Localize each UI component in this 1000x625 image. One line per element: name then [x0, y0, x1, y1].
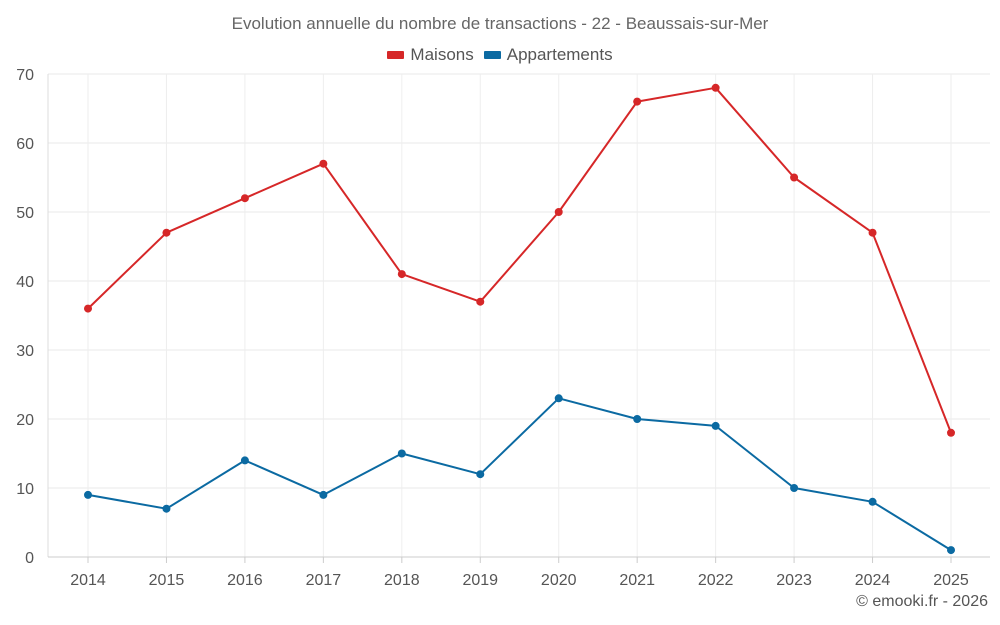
- data-point-maisons-2022[interactable]: [711, 83, 720, 92]
- x-tick-label: 2014: [70, 572, 106, 589]
- x-tick-label: 2022: [698, 572, 734, 589]
- data-point-maisons-2024[interactable]: [868, 228, 877, 237]
- data-point-appartements-2025[interactable]: [947, 546, 955, 555]
- series-line-maisons: [87, 86, 952, 434]
- legend-label-maisons: Maisons: [410, 45, 474, 64]
- data-point-maisons-2018[interactable]: [397, 270, 406, 279]
- data-point-appartements-2020[interactable]: [554, 394, 563, 403]
- data-point-maisons-2020[interactable]: [554, 208, 563, 216]
- tick-labels: 0 10 20 30 40 50 60 70 2014 2015 2016 2017 2018 2019 2…: [16, 67, 969, 589]
- legend-swatch-maisons: [387, 51, 405, 59]
- y-tick-label: 10: [16, 481, 34, 498]
- y-tick-label: 60: [16, 136, 34, 153]
- data-point-appartements-2014[interactable]: [84, 490, 92, 499]
- data-point-appartements-2017[interactable]: [319, 490, 328, 499]
- data-point-maisons-2023[interactable]: [790, 173, 799, 182]
- chart-title: Evolution annuelle du nombre de transact…: [231, 14, 769, 33]
- grid-lines: [48, 73, 990, 557]
- data-point-appartements-2016[interactable]: [240, 456, 249, 465]
- x-tick-label: 2024: [855, 572, 891, 589]
- data-point-appartements-2015[interactable]: [162, 504, 171, 513]
- data-point-maisons-2017[interactable]: [319, 159, 328, 168]
- x-tick-label: 2023: [776, 572, 812, 589]
- x-tick-label: 2019: [462, 572, 498, 589]
- legend-item-appartements[interactable]: Appartements: [483, 45, 613, 65]
- x-tick-label: 2015: [149, 572, 185, 589]
- x-tick-label: 2021: [619, 572, 655, 589]
- legend-item-maisons[interactable]: Maisons: [387, 45, 474, 65]
- y-tick-label: 0: [25, 550, 34, 567]
- x-tick-label: 2025: [933, 572, 969, 589]
- y-tick-label: 40: [16, 274, 34, 291]
- data-point-maisons-2014[interactable]: [84, 304, 92, 313]
- data-point-appartements-2018[interactable]: [397, 449, 406, 458]
- x-tick-label: 2016: [227, 572, 263, 589]
- data-point-appartements-2019[interactable]: [476, 470, 485, 479]
- data-point-maisons-2016[interactable]: [240, 194, 249, 203]
- x-tick-label: 2020: [541, 572, 577, 589]
- y-tick-label: 20: [16, 412, 34, 429]
- legend-label-appartements: Appartements: [506, 45, 613, 64]
- axes: [47, 74, 990, 563]
- data-point-maisons-2021[interactable]: [633, 97, 642, 106]
- data-point-appartements-2022[interactable]: [711, 421, 720, 430]
- chart-legend: Maisons Appartements: [0, 45, 1000, 65]
- credit-text: © emooki.fr - 2026: [856, 593, 988, 610]
- data-point-appartements-2021[interactable]: [633, 415, 642, 423]
- data-point-appartements-2024[interactable]: [868, 497, 877, 506]
- y-tick-label: 30: [16, 343, 34, 360]
- y-tick-label: 50: [16, 205, 34, 222]
- data-point-appartements-2023[interactable]: [790, 484, 799, 492]
- data-point-maisons-2025[interactable]: [947, 428, 955, 437]
- y-tick-label: 70: [16, 67, 34, 84]
- x-tick-label: 2017: [306, 572, 342, 589]
- x-tick-label: 2018: [384, 572, 420, 589]
- data-point-maisons-2015[interactable]: [162, 228, 171, 237]
- series-line-appartements: [87, 397, 952, 551]
- data-point-maisons-2019[interactable]: [476, 297, 485, 306]
- series-group: [84, 83, 955, 555]
- legend-swatch-appartements: [483, 51, 501, 59]
